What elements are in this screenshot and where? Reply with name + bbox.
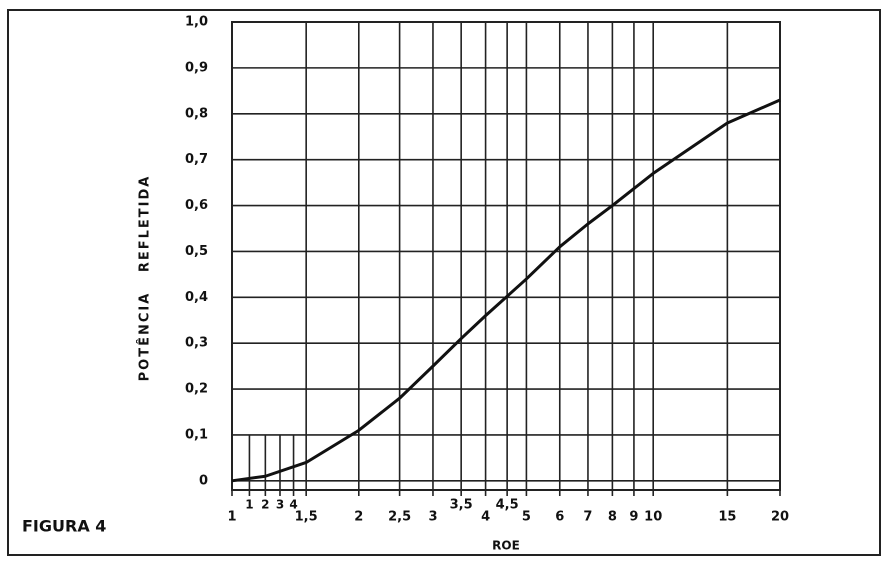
x-tick-label: 20 (771, 510, 789, 525)
line-series (231, 98, 781, 483)
x-tick-label: 2,5 (388, 510, 411, 525)
frame (7, 9, 881, 556)
x-tick-label: 3 (428, 510, 437, 525)
x-tick-label: 1 (227, 510, 236, 525)
y-tick-label: 0,1 (185, 427, 208, 442)
x-tick-label: 7 (583, 510, 592, 525)
y-tick-label: 1,0 (185, 15, 208, 30)
x-tick-label: 8 (608, 510, 617, 525)
y-tick-label: 0,7 (185, 152, 208, 167)
x-tick-label: 9 (629, 510, 638, 525)
y-tick-label: 0,9 (185, 60, 208, 75)
y-axis-label: POTÊNCIA REFLETIDA (137, 175, 153, 382)
x-tick-label: 2 (261, 498, 269, 512)
y-tick-label: 0 (199, 473, 208, 488)
x-tick-label: 3,5 (450, 498, 473, 513)
x-tick-label: 4 (481, 510, 490, 525)
y-tick-label: 0,6 (185, 198, 208, 213)
plot-frame (231, 21, 781, 491)
figure-label: FIGURA 4 (22, 517, 106, 536)
x-tick-label: 4 (289, 498, 297, 512)
x-tick-label: 10 (644, 510, 662, 525)
x-axis-label: ROE (492, 539, 520, 553)
x-tick-label: 2 (354, 510, 363, 525)
y-tick-label: 0,8 (185, 106, 208, 121)
x-tick-label: 5 (522, 510, 531, 525)
x-tick-label: 6 (555, 510, 564, 525)
y-tick-label: 0,4 (185, 290, 208, 305)
x-tick-label: 4,5 (496, 498, 519, 513)
y-tick-label: 0,2 (185, 382, 208, 397)
x-tick-label: 1,5 (295, 510, 318, 525)
x-tick-label: 15 (718, 510, 736, 525)
x-tick-label: 3 (276, 498, 284, 512)
y-tick-label: 0,3 (185, 336, 208, 351)
y-tick-label: 0,5 (185, 244, 208, 259)
x-tick-label: 1 (245, 498, 253, 512)
